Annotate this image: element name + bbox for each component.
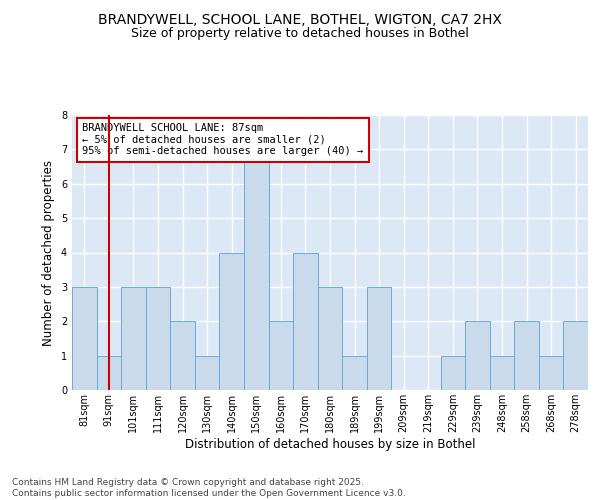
Text: BRANDYWELL SCHOOL LANE: 87sqm
← 5% of detached houses are smaller (2)
95% of sem: BRANDYWELL SCHOOL LANE: 87sqm ← 5% of de… xyxy=(82,123,364,156)
Bar xyxy=(121,287,146,390)
Bar xyxy=(367,287,391,390)
Bar xyxy=(72,287,97,390)
Bar xyxy=(244,150,269,390)
Bar xyxy=(293,252,318,390)
Bar xyxy=(342,356,367,390)
Bar xyxy=(97,356,121,390)
Text: BRANDYWELL, SCHOOL LANE, BOTHEL, WIGTON, CA7 2HX: BRANDYWELL, SCHOOL LANE, BOTHEL, WIGTON,… xyxy=(98,12,502,26)
Bar xyxy=(563,322,588,390)
Y-axis label: Number of detached properties: Number of detached properties xyxy=(43,160,55,346)
Bar xyxy=(318,287,342,390)
Bar xyxy=(220,252,244,390)
Text: Size of property relative to detached houses in Bothel: Size of property relative to detached ho… xyxy=(131,28,469,40)
Bar xyxy=(146,287,170,390)
Bar xyxy=(269,322,293,390)
X-axis label: Distribution of detached houses by size in Bothel: Distribution of detached houses by size … xyxy=(185,438,475,450)
Bar xyxy=(465,322,490,390)
Text: Contains HM Land Registry data © Crown copyright and database right 2025.
Contai: Contains HM Land Registry data © Crown c… xyxy=(12,478,406,498)
Bar xyxy=(170,322,195,390)
Bar xyxy=(514,322,539,390)
Bar xyxy=(539,356,563,390)
Bar xyxy=(440,356,465,390)
Bar xyxy=(195,356,220,390)
Bar xyxy=(490,356,514,390)
